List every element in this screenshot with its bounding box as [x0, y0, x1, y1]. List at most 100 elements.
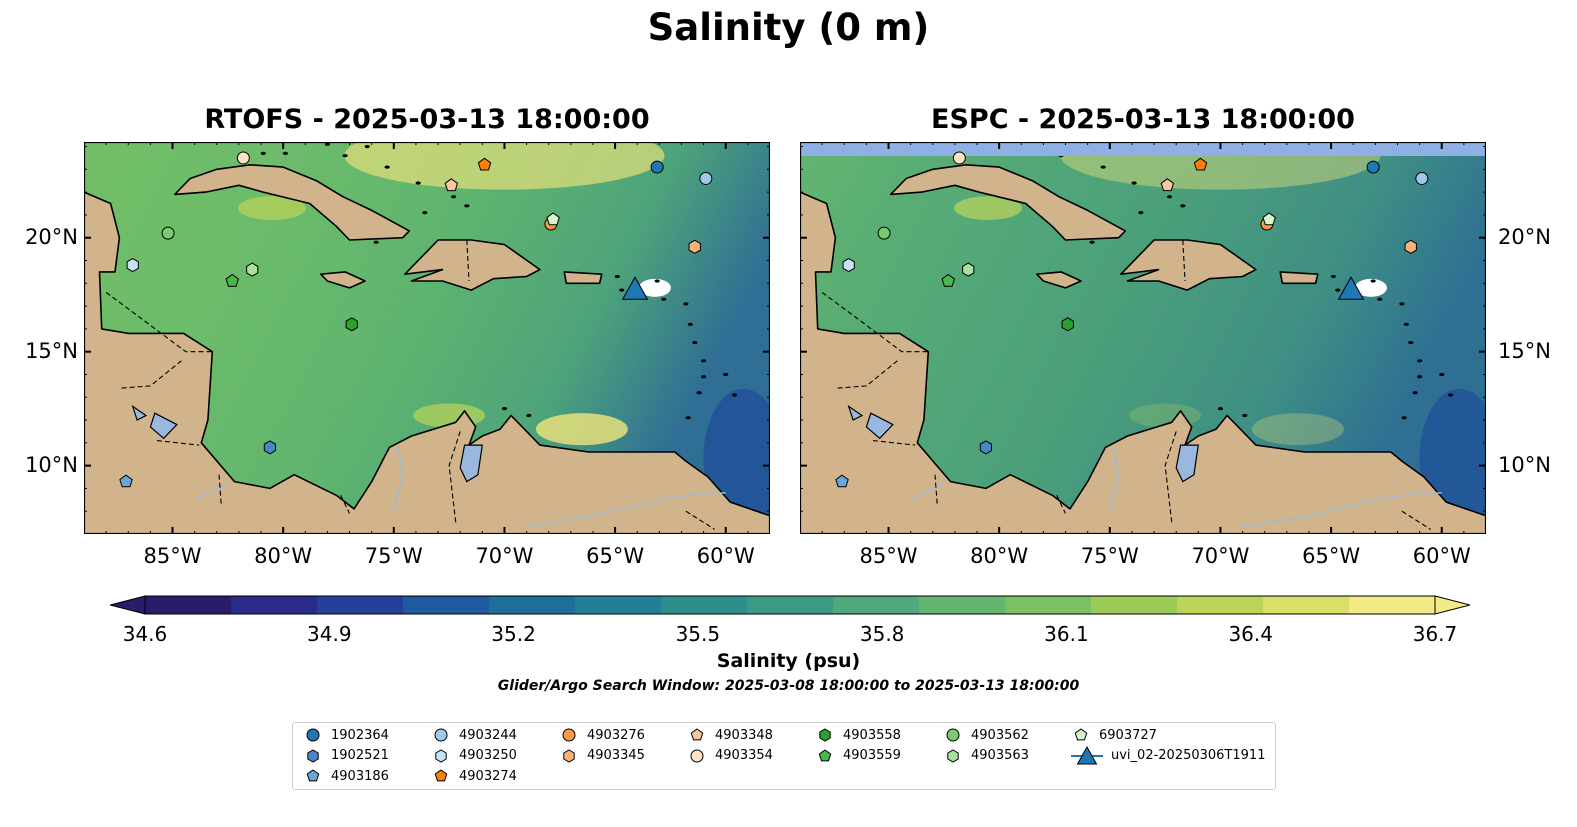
- legend-marker-glyph: [307, 748, 319, 763]
- legend-entry: uvi_02-20250306T1911: [1071, 745, 1266, 766]
- legend-marker-glyph: [947, 748, 959, 763]
- legend-marker-glyph: [306, 769, 320, 782]
- legend-marker-pentagon: [690, 728, 704, 741]
- legend-marker-triangle: [1071, 745, 1103, 764]
- legend: 1902364 1902521 4903186 4903244 4903250 49032…: [292, 722, 1276, 790]
- small-island: [1335, 288, 1341, 292]
- colorbar-segment: [1091, 596, 1178, 614]
- espc-map: [800, 142, 1486, 534]
- platform-marker-4903348: [444, 178, 459, 192]
- land-jamaica: [320, 271, 366, 289]
- land-cuba: [173, 164, 411, 241]
- small-island: [1412, 391, 1418, 395]
- legend-marker-glyph: [819, 728, 831, 742]
- legend-label: 4903558: [843, 727, 901, 743]
- x-tick-label: 75°W: [1080, 544, 1139, 568]
- small-island: [654, 279, 660, 283]
- country-border: [872, 440, 916, 446]
- land-central-america: [84, 191, 770, 534]
- small-island: [614, 274, 620, 279]
- colorbar-segment: [1349, 596, 1436, 614]
- platform-marker-4903563: [962, 262, 975, 277]
- x-tick-label: 75°W: [364, 544, 423, 568]
- platform-marker-uvi_02-20250306T1911: [1337, 276, 1365, 300]
- small-island: [526, 413, 532, 418]
- platform-marker-1902521: [263, 440, 276, 455]
- colorbar-tick-label: 34.9: [307, 622, 352, 646]
- platform-marker-4903558: [345, 317, 358, 332]
- legend-label: 4903354: [715, 748, 773, 763]
- small-island: [415, 181, 421, 185]
- legend-marker-glyph: [818, 748, 832, 761]
- small-island: [1180, 204, 1186, 208]
- platform-marker-4903559: [941, 273, 955, 287]
- platform-marker-4903274: [477, 157, 492, 171]
- river: [526, 492, 726, 528]
- small-island: [450, 195, 457, 199]
- country-border: [1401, 510, 1431, 530]
- small-island: [1100, 165, 1106, 169]
- rtofs-map: [84, 142, 770, 534]
- x-tick-label: 80°W: [254, 544, 313, 568]
- platform-marker-4903563: [246, 262, 259, 277]
- legend-entry: 4903274: [431, 766, 517, 786]
- small-island: [282, 151, 288, 155]
- legend-marker-glyph: [434, 728, 448, 742]
- platform-marker-4903559: [225, 273, 239, 287]
- country-border: [1182, 239, 1186, 282]
- legend-label: uvi_02-20250306T1911: [1111, 748, 1266, 763]
- colorbar-tick-label: 36.4: [1228, 622, 1273, 646]
- small-island: [1370, 279, 1376, 283]
- platform-marker-uvi_02-20250306T1911: [621, 276, 649, 300]
- legend-entry: 4903186: [303, 766, 389, 786]
- platform-marker-6903727: [1262, 212, 1276, 226]
- small-island: [1131, 181, 1137, 185]
- lake: [149, 412, 178, 440]
- rtofs-panel-title: RTOFS - 2025-03-13 18:00:00: [204, 104, 650, 135]
- country-border: [466, 239, 470, 282]
- legend-marker-glyph: [946, 728, 960, 742]
- land-cuba: [889, 164, 1127, 241]
- land-puerto-rico: [1279, 271, 1319, 285]
- legend-label: 4903559: [843, 748, 901, 763]
- y-tick-label-left: 15°N: [25, 338, 78, 363]
- country-border: [340, 495, 350, 514]
- colorbar-tick-label: 34.6: [122, 622, 168, 646]
- small-island: [1401, 416, 1407, 420]
- legend-label: 4903562: [971, 727, 1029, 743]
- small-island: [260, 151, 266, 155]
- salinity-colorbar: [110, 595, 1470, 615]
- y-tick-label-right: 10°N: [1498, 452, 1551, 477]
- platform-marker-1902364: [1366, 160, 1380, 174]
- country-border: [934, 474, 938, 505]
- land-hispaniola: [404, 239, 541, 291]
- platform-marker-4903345: [688, 239, 701, 254]
- platform-marker-4903244: [1415, 171, 1429, 185]
- legend-label: 1902364: [331, 727, 389, 743]
- legend-marker-hexagon: [307, 748, 319, 763]
- colorbar-segment: [575, 596, 662, 614]
- small-island: [661, 297, 667, 301]
- small-island: [1217, 407, 1224, 411]
- legend-marker-glyph: [562, 728, 576, 742]
- legend-entry: 1902521: [303, 746, 389, 766]
- legend-label: 6903727: [1099, 727, 1157, 743]
- platform-marker-1902521: [979, 440, 992, 455]
- platform-marker-1902364: [650, 160, 664, 174]
- y-tick-label-right: 15°N: [1498, 338, 1551, 363]
- small-island: [1408, 340, 1414, 345]
- platform-marker-4903244: [699, 171, 713, 185]
- small-island: [342, 154, 348, 158]
- colorbar-tick-label: 36.7: [1412, 622, 1458, 646]
- map-frame: [800, 142, 1486, 534]
- lake: [865, 412, 894, 440]
- country-border: [1056, 495, 1066, 514]
- river: [910, 483, 945, 501]
- small-island: [685, 416, 691, 420]
- legend-label: 4903250: [459, 748, 517, 763]
- colorbar-segment: [317, 596, 404, 614]
- small-island: [701, 375, 707, 379]
- platform-marker-6903727: [546, 212, 560, 226]
- y-tick-label-right: 20°N: [1498, 224, 1551, 249]
- legend-marker-glyph: [690, 728, 704, 741]
